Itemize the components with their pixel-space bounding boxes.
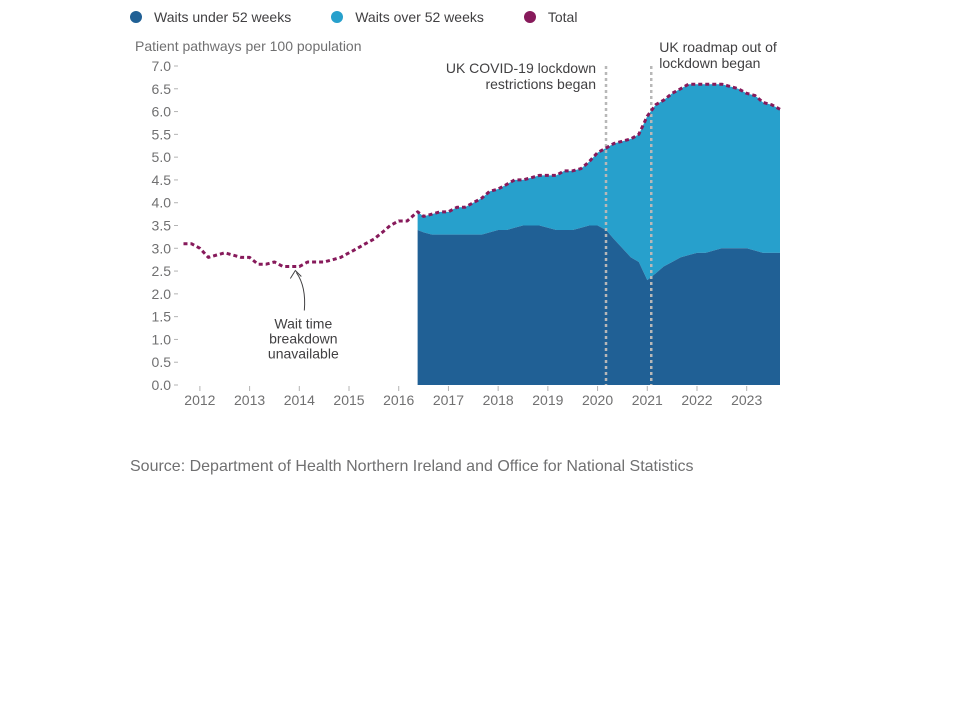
y-tick-label: 3.0: [152, 240, 172, 256]
legend-swatch-under-52: [130, 11, 142, 23]
legend-swatch-total: [523, 11, 536, 23]
area-waits-over-52-weeks: [417, 84, 780, 281]
x-tick-label: 2019: [532, 392, 563, 408]
legend-label-under-52: Waits under 52 weeks: [154, 9, 292, 25]
y-tick-label: 2.0: [152, 286, 172, 302]
legend-swatch-over-52: [331, 11, 344, 23]
legend-item-total: Total: [523, 9, 578, 25]
y-tick-label: 1.0: [152, 331, 172, 347]
x-tick-label: 2013: [234, 392, 265, 408]
x-tick-label: 2022: [681, 392, 712, 408]
x-tick-label: 2021: [632, 392, 663, 408]
annotation-text-breakdown-unavailable: Wait time: [274, 316, 332, 332]
y-tick-label: 7.0: [152, 58, 172, 74]
y-tick-label: 6.5: [152, 81, 172, 97]
legend-label-total: Total: [547, 9, 578, 25]
x-tick-label: 2023: [731, 392, 762, 408]
annotation-text-covid-lockdown: restrictions began: [485, 76, 596, 92]
annotation-arrow-breakdown-unavailable: [295, 272, 306, 311]
y-tick-label: 4.0: [152, 195, 172, 211]
x-tick-label: 2016: [383, 392, 414, 408]
legend-label-over-52: Waits over 52 weeks: [355, 9, 484, 25]
line-total: [183, 82, 781, 269]
x-tick-label: 2018: [483, 392, 514, 408]
x-tick-label: 2017: [433, 392, 464, 408]
annotation-text-covid-lockdown: UK COVID-19 lockdown: [446, 60, 596, 76]
y-tick-label: 4.5: [152, 172, 172, 188]
area-chart: Patient pathways per 100 population 0.0 0.…: [135, 38, 781, 408]
annotation-text-breakdown-unavailable: unavailable: [268, 346, 339, 362]
x-tick-label: 2014: [284, 392, 315, 408]
y-tick-label: 3.5: [152, 218, 172, 234]
legend: Waits under 52 weeks Waits over 52 weeks…: [130, 7, 617, 27]
annotation-text-roadmap: lockdown began: [659, 55, 760, 71]
y-tick-label: 1.5: [152, 309, 172, 325]
y-tick-label: 6.0: [152, 104, 172, 120]
area-waits-under-52-weeks: [417, 225, 780, 385]
source-note: Source: Department of Health Northern Ir…: [130, 458, 694, 475]
annotation-arrowhead-breakdown-unavailable: [289, 269, 302, 279]
legend-item-over-52: Waits over 52 weeks: [331, 9, 484, 25]
y-tick-label: 5.5: [152, 126, 172, 142]
x-tick-label: 2015: [333, 392, 364, 408]
annotation-text-roadmap: UK roadmap out of: [659, 39, 777, 55]
annotation-text-breakdown-unavailable: breakdown: [269, 331, 338, 347]
x-tick-label: 2012: [184, 392, 215, 408]
legend-item-under-52: Waits under 52 weeks: [130, 9, 291, 25]
y-tick-label: 5.0: [152, 149, 172, 165]
y-tick-label: 0.0: [152, 377, 172, 393]
x-tick-label: 2020: [582, 392, 613, 408]
y-tick-label: 2.5: [152, 263, 172, 279]
y-axis-title: Patient pathways per 100 population: [135, 38, 362, 54]
y-tick-label: 0.5: [152, 354, 172, 370]
